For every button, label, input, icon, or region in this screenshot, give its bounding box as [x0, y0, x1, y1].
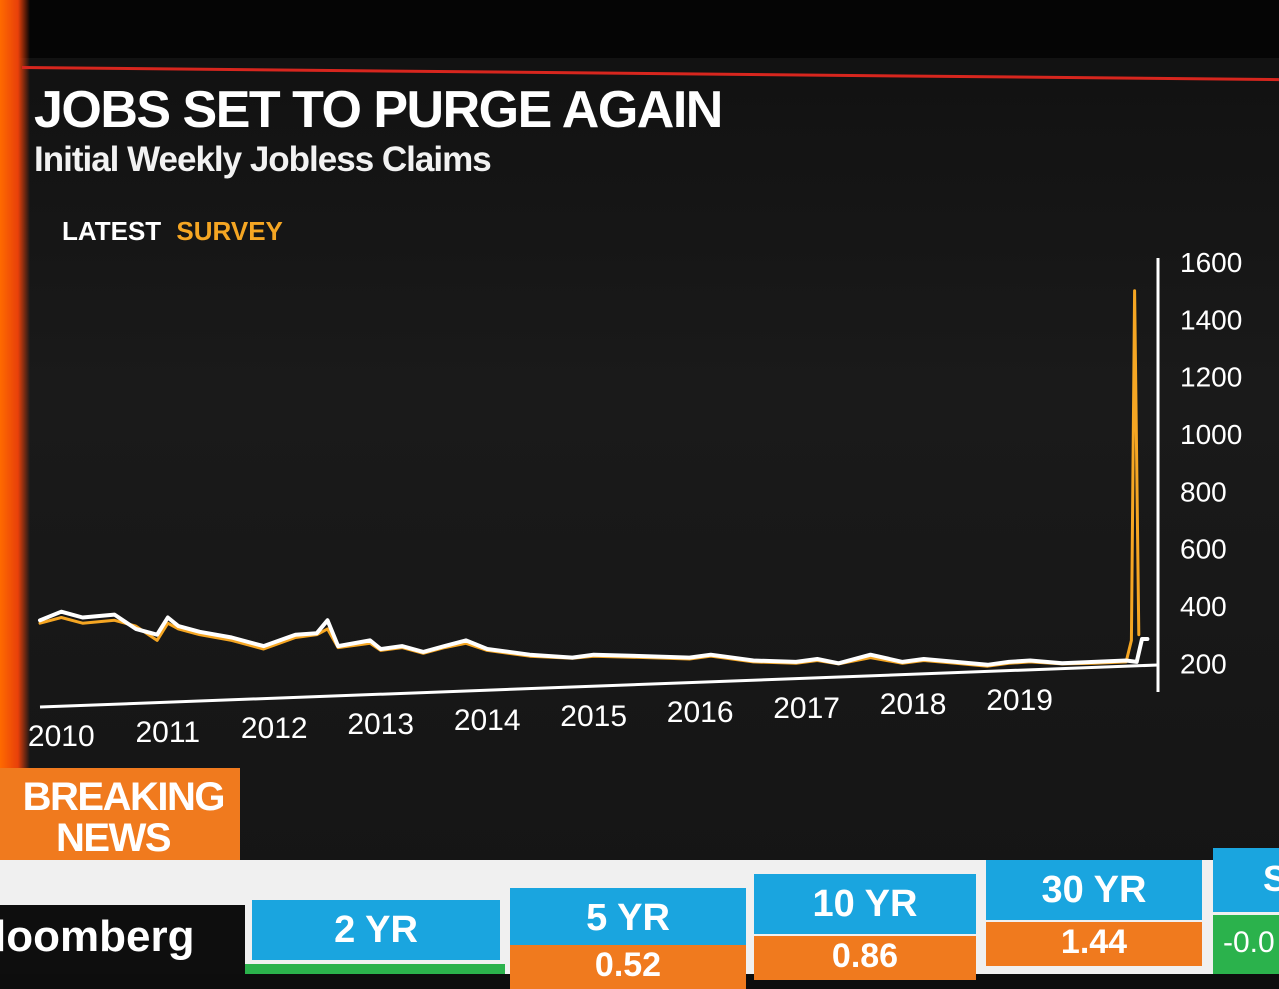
network-logo: loomberg — [0, 905, 245, 974]
screen-top-band — [0, 0, 1279, 58]
ticker-value-s: -0.0 — [1213, 915, 1279, 974]
ticker-label-30yr: 30 YR — [986, 860, 1202, 920]
chart-title: JOBS SET TO PURGE AGAIN — [34, 81, 723, 139]
chart-legend: LATEST SURVEY — [62, 216, 283, 247]
series-line-survey — [38, 289, 1141, 668]
ticker-value-30yr: 1.44 — [986, 922, 1202, 966]
chart-subtitle: Initial Weekly Jobless Claims — [34, 140, 492, 179]
y-tick-label: 400 — [1180, 591, 1227, 622]
x-tick-label: 2012 — [241, 712, 308, 745]
y-tick-label: 1400 — [1180, 304, 1242, 335]
x-tick-label: 2013 — [347, 708, 414, 741]
x-tick-label: 2019 — [986, 684, 1053, 717]
legend-survey: SURVEY — [176, 216, 283, 246]
y-tick-label: 1600 — [1180, 247, 1242, 278]
y-tick-label: 1200 — [1180, 362, 1242, 393]
chart-axes — [39, 258, 1160, 709]
x-tick-label: 2016 — [667, 696, 734, 729]
series-line-latest — [38, 609, 1150, 667]
series-lines — [38, 289, 1150, 668]
y-tick-labels: 200 400 600 800 1000 1200 1400 1600 — [1180, 247, 1242, 679]
ticker-label-10yr: 10 YR — [754, 874, 976, 934]
x-tick-label: 2011 — [136, 716, 201, 749]
y-tick-label: 600 — [1180, 534, 1227, 565]
ticker-label-s: S — [1213, 848, 1279, 912]
ticker-label-2yr: 2 YR — [252, 900, 500, 960]
news-label: NEWS — [56, 816, 172, 860]
x-tick-label: 2017 — [773, 692, 840, 725]
breaking-news-badge — [0, 768, 240, 864]
legend-latest: LATEST — [62, 216, 162, 246]
y-tick-label: 1000 — [1180, 419, 1242, 450]
ticker-label-5yr: 5 YR — [510, 888, 746, 948]
x-axis-line — [39, 663, 1159, 709]
x-tick-label: 2014 — [454, 704, 521, 737]
x-tick-label: 2015 — [560, 700, 627, 733]
breaking-label: BREAKING — [22, 775, 226, 819]
x-tick-label: 2018 — [880, 688, 947, 721]
y-tick-label: 800 — [1180, 476, 1227, 507]
ticker-value-5yr: 0.52 — [510, 945, 746, 989]
y-tick-label: 200 — [1180, 648, 1227, 679]
ticker-green-strip — [245, 964, 505, 974]
ticker-value-10yr: 0.86 — [754, 936, 976, 980]
network-logo-text: loomberg — [0, 912, 195, 961]
x-tick-label: 2010 — [28, 720, 95, 753]
x-tick-labels: 2010 2011 2012 2013 2014 2015 2016 2017 2018 2019 — [28, 684, 1053, 753]
